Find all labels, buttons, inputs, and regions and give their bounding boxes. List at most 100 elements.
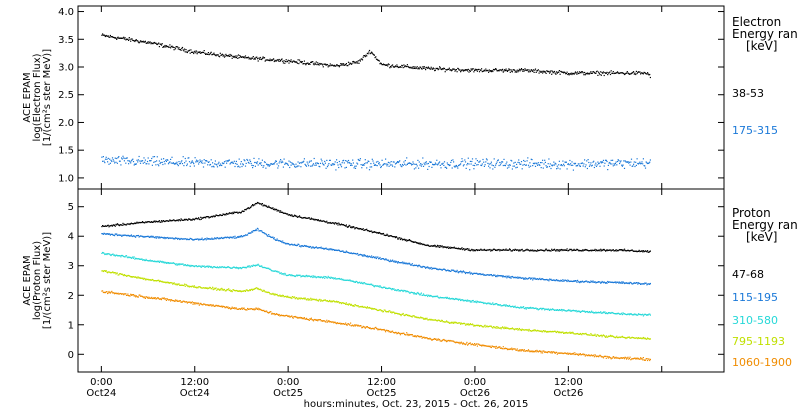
- data-point: [511, 305, 513, 307]
- data-point: [252, 204, 254, 206]
- data-point: [125, 293, 127, 295]
- data-point: [573, 333, 575, 335]
- data-point: [333, 249, 336, 251]
- y-axis-title-line: ACE EPAM: [22, 72, 33, 122]
- data-point: [534, 278, 537, 280]
- data-point: [468, 71, 470, 73]
- data-point: [212, 238, 214, 240]
- data-point: [623, 248, 626, 250]
- data-point: [477, 249, 479, 251]
- data-point: [207, 216, 209, 218]
- data-point: [553, 279, 556, 281]
- data-point: [172, 220, 174, 222]
- data-point: [553, 309, 555, 311]
- data-point: [248, 290, 250, 292]
- data-point: [357, 282, 359, 284]
- data-point: [511, 275, 513, 278]
- data-point: [351, 280, 353, 282]
- data-point: [516, 276, 518, 278]
- data-point: [555, 250, 557, 252]
- data-point: [511, 276, 513, 278]
- data-point: [241, 210, 243, 212]
- data-point: [345, 250, 347, 252]
- data-point: [542, 249, 544, 251]
- data-point: [484, 324, 486, 326]
- data-point: [484, 302, 486, 304]
- data-point: [393, 311, 395, 313]
- data-point: [588, 281, 591, 284]
- data-point: [469, 301, 471, 303]
- data-point: [559, 309, 561, 311]
- data-point: [528, 166, 530, 168]
- data-point: [562, 331, 564, 333]
- data-point: [303, 217, 305, 219]
- data-point: [490, 325, 492, 327]
- data-point: [535, 162, 537, 164]
- data-point: [462, 70, 464, 72]
- data-point: [144, 278, 146, 280]
- data-point: [187, 219, 189, 221]
- data-point: [515, 249, 517, 251]
- data-point: [599, 281, 601, 283]
- data-point: [205, 53, 207, 55]
- data-point: [431, 268, 433, 270]
- data-point: [503, 158, 505, 160]
- data-point: [586, 72, 588, 74]
- data-point: [244, 55, 247, 57]
- data-point: [516, 307, 518, 309]
- data-point: [319, 298, 321, 300]
- data-point: [414, 264, 416, 267]
- data-point: [319, 247, 322, 249]
- data-point: [228, 307, 230, 309]
- data-point: [346, 251, 348, 253]
- data-point: [590, 71, 592, 73]
- data-point: [621, 72, 623, 74]
- data-point: [582, 281, 584, 283]
- data-point: [645, 161, 647, 163]
- data-point: [359, 159, 361, 162]
- data-point: [460, 161, 462, 163]
- data-point: [212, 289, 214, 291]
- data-point: [551, 279, 553, 281]
- data-point: [177, 46, 179, 48]
- data-point: [433, 267, 435, 269]
- data-point: [599, 335, 601, 337]
- data-point: [633, 161, 635, 163]
- data-point: [455, 322, 457, 324]
- data-point: [133, 235, 135, 237]
- data-point: [632, 250, 634, 252]
- data-point: [235, 289, 237, 292]
- data-point: [124, 256, 126, 258]
- series-175-315: [101, 155, 651, 171]
- data-point: [272, 207, 274, 209]
- data-point: [153, 280, 156, 282]
- data-point: [604, 72, 606, 74]
- data-point: [572, 310, 574, 312]
- data-point: [122, 234, 124, 236]
- data-point: [466, 248, 468, 250]
- data-point: [466, 69, 468, 71]
- data-point: [375, 56, 377, 58]
- data-point: [566, 280, 568, 283]
- data-point: [584, 74, 586, 76]
- data-point: [492, 326, 495, 328]
- data-point: [158, 281, 160, 283]
- data-point: [646, 338, 648, 340]
- data-point: [607, 280, 609, 283]
- data-point: [555, 73, 557, 75]
- data-point: [212, 267, 214, 269]
- data-point: [329, 300, 331, 302]
- data-point: [256, 229, 258, 232]
- data-point: [101, 252, 103, 254]
- data-point: [121, 157, 123, 159]
- data-point: [506, 275, 509, 277]
- data-point: [315, 61, 317, 63]
- data-point: [114, 235, 116, 237]
- data-point: [131, 276, 133, 278]
- data-point: [527, 277, 530, 279]
- data-point: [349, 162, 351, 164]
- data-point: [403, 161, 405, 163]
- data-point: [154, 280, 156, 282]
- data-point: [461, 69, 463, 71]
- data-point: [625, 337, 627, 340]
